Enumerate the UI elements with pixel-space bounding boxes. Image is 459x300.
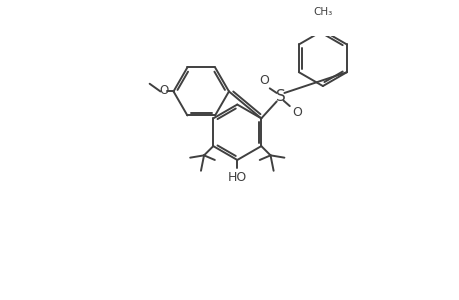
Text: HO: HO bbox=[227, 171, 246, 184]
Text: O: O bbox=[158, 84, 168, 97]
Text: O: O bbox=[259, 74, 269, 87]
Text: S: S bbox=[275, 88, 285, 104]
Text: O: O bbox=[291, 106, 301, 119]
Text: CH₃: CH₃ bbox=[313, 7, 332, 17]
